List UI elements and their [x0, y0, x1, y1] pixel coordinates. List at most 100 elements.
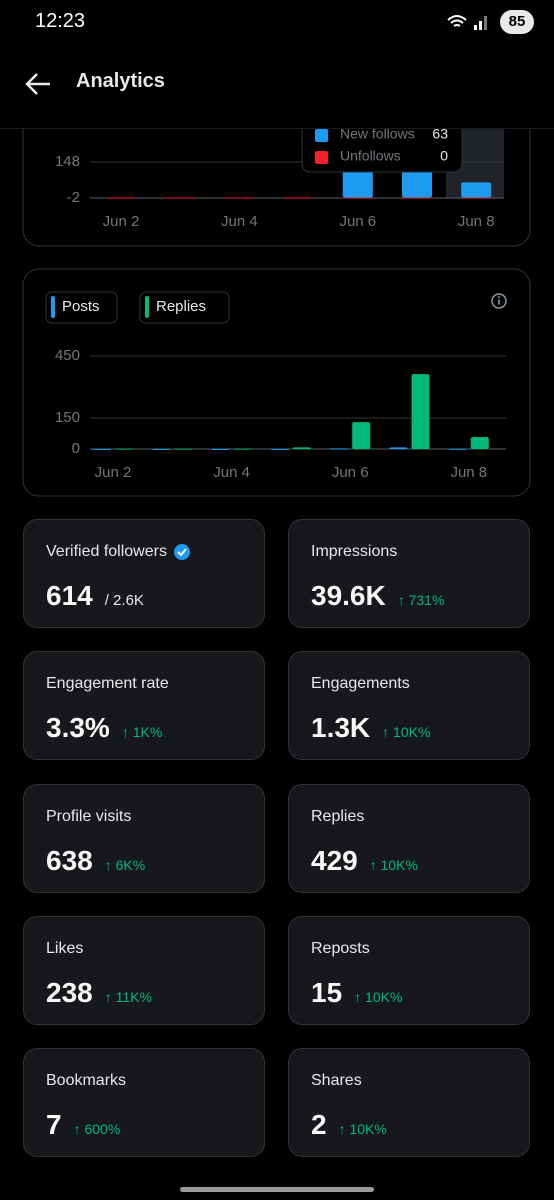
metric-row: 15 ↑ 10K% — [311, 977, 402, 1009]
home-indicator — [180, 1187, 374, 1192]
metric-row: 3.3% ↑ 1K% — [46, 712, 162, 744]
y-tick-label: -2 — [67, 189, 80, 206]
metric-change: ↑ 10K% — [369, 856, 418, 873]
metric-label-text: Shares — [311, 1072, 362, 1090]
metric-value: 1.3K — [311, 712, 371, 744]
metric-card: Likes 238 ↑ 11K% — [23, 915, 265, 1025]
bar — [402, 197, 432, 199]
bar — [283, 197, 314, 199]
metric-change: ↑ 10K% — [382, 724, 431, 741]
metric-label-text: Bookmarks — [46, 1072, 127, 1090]
metric-card: Bookmarks 7 ↑ 600% — [23, 1048, 265, 1158]
bar — [106, 197, 136, 199]
bar — [470, 437, 489, 449]
metric-change: ↑ 1K% — [121, 724, 163, 741]
info-icon[interactable] — [491, 293, 507, 309]
metric-label-text: Engagements — [311, 675, 410, 693]
metric-card: Engagement rate 3.3% ↑ 1K% — [23, 651, 265, 761]
metric-total: / 2.6K — [104, 592, 144, 609]
legend-label: Replies — [156, 298, 206, 315]
y-tick-label: 450 — [55, 347, 80, 364]
metric-change: ↑ 10K% — [338, 1121, 387, 1138]
status-bar: 12:23 85 — [0, 0, 554, 44]
metric-card: Verified followers 614 / 2.6K — [23, 519, 265, 628]
metric-label-text: Engagement rate — [46, 675, 169, 693]
bar — [342, 197, 373, 199]
legend-swatch — [145, 296, 149, 318]
metric-value: 7 — [46, 1109, 62, 1141]
signal-icons — [447, 15, 487, 30]
bar — [224, 197, 255, 199]
metric-label-text: Likes — [46, 939, 84, 957]
battery: 85 — [500, 10, 534, 34]
metric-change: ↑ 11K% — [104, 988, 152, 1005]
bar — [292, 447, 311, 449]
metric-value: 15 — [311, 976, 343, 1008]
bar — [115, 448, 133, 450]
y-tick-label: 0 — [72, 440, 80, 457]
metric-card: Shares 2 ↑ 10K% — [288, 1048, 530, 1158]
metric-label-text: Profile visits — [46, 807, 132, 825]
metric-row: 1.3K ↑ 10K% — [311, 712, 430, 744]
metric-label: Likes — [46, 940, 83, 958]
time: 12:23 — [35, 10, 86, 32]
bar — [330, 448, 349, 450]
bar — [270, 449, 289, 450]
metric-label: Bookmarks — [46, 1072, 126, 1090]
tooltip-label: New follows — [340, 126, 415, 142]
metric-label-text: Replies — [311, 807, 365, 825]
legend-label: Posts — [62, 298, 100, 315]
bar — [411, 374, 430, 449]
tooltip-swatch — [315, 151, 328, 164]
metric-label: Verified followers — [46, 543, 191, 561]
metric-change: ↑ 600% — [73, 1121, 121, 1138]
metric-label: Shares — [311, 1072, 362, 1090]
tooltip-label: Unfollows — [340, 148, 401, 164]
verified-badge — [173, 544, 190, 560]
metric-card: Replies 429 ↑ 10K% — [288, 783, 530, 893]
page-title: Analytics — [76, 70, 165, 92]
x-tick-label: Jun 2 — [95, 464, 132, 481]
y-tick-label: 148 — [55, 153, 80, 170]
metric-row: 614 / 2.6K — [46, 580, 144, 612]
tooltip-value: 0 — [440, 148, 448, 164]
legend-chip — [45, 291, 118, 324]
x-tick-label: Jun 6 — [339, 213, 376, 230]
metric-value: 429 — [311, 844, 358, 876]
metric-change: ↑ 6K% — [104, 856, 146, 873]
metric-row: 238 ↑ 11K% — [46, 977, 152, 1009]
metric-label-text: Verified followers — [46, 543, 167, 560]
legend-chip — [139, 291, 230, 324]
back-button[interactable] — [24, 70, 52, 98]
chart-card — [22, 268, 531, 497]
x-tick-label: Jun 8 — [458, 213, 495, 230]
metric-row: 429 ↑ 10K% — [311, 845, 418, 877]
bar — [152, 449, 171, 450]
header: Analytics — [0, 44, 554, 129]
metric-value: 638 — [46, 844, 93, 876]
bar — [352, 422, 371, 449]
tooltip-swatch — [315, 129, 328, 142]
x-tick-label: Jun 4 — [221, 213, 258, 230]
metric-card: Reposts 15 ↑ 10K% — [288, 915, 530, 1025]
metric-label: Impressions — [311, 543, 397, 561]
bar — [165, 197, 196, 199]
bar — [233, 448, 252, 450]
metric-row: 7 ↑ 600% — [46, 1109, 120, 1141]
bar — [461, 182, 492, 198]
metric-value: 3.3% — [46, 712, 110, 744]
metric-row: 638 ↑ 6K% — [46, 845, 145, 877]
legend-swatch — [51, 296, 55, 318]
metric-label: Replies — [311, 808, 364, 826]
metric-card: Profile visits 638 ↑ 6K% — [23, 783, 265, 893]
metric-value: 238 — [46, 976, 93, 1008]
bar — [211, 449, 230, 450]
bar — [389, 447, 408, 449]
metric-row: 39.6K ↑ 731% — [311, 580, 444, 612]
metric-card: Engagements 1.3K ↑ 10K% — [288, 651, 530, 761]
metric-row: 2 ↑ 10K% — [311, 1109, 387, 1141]
info-icon-stem — [498, 299, 500, 305]
metric-change: ↑ 731% — [397, 592, 445, 608]
metric-label: Engagements — [311, 675, 410, 693]
